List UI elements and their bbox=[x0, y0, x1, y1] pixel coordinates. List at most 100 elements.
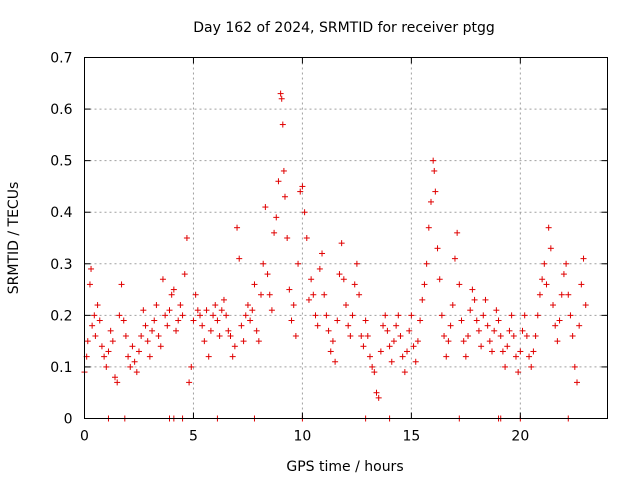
data-point bbox=[273, 214, 280, 221]
x-tick-label: 15 bbox=[402, 429, 420, 445]
data-point bbox=[373, 389, 380, 396]
data-point bbox=[262, 204, 269, 211]
data-point bbox=[281, 193, 288, 200]
data-point bbox=[125, 353, 132, 360]
data-point bbox=[268, 307, 275, 314]
data-point bbox=[406, 327, 413, 334]
data-point bbox=[569, 332, 576, 339]
data-point bbox=[343, 302, 349, 309]
data-point bbox=[312, 312, 319, 319]
data-point bbox=[356, 291, 363, 298]
data-point bbox=[410, 343, 417, 350]
data-point bbox=[196, 312, 203, 319]
y-tick-label: 0.7 bbox=[50, 51, 72, 67]
data-point bbox=[451, 255, 458, 262]
x-axis-label: GPS time / hours bbox=[286, 459, 403, 475]
data-point bbox=[434, 245, 441, 252]
data-point bbox=[116, 312, 123, 319]
data-point bbox=[578, 281, 585, 288]
data-point bbox=[519, 327, 526, 334]
data-point bbox=[190, 317, 197, 324]
data-point bbox=[286, 286, 293, 293]
data-point bbox=[377, 348, 384, 355]
data-point bbox=[349, 312, 356, 319]
chart-title: Day 162 of 2024, SRMTID for receiver ptg… bbox=[193, 20, 495, 36]
data-point bbox=[240, 338, 247, 345]
data-point bbox=[340, 276, 347, 283]
data-point bbox=[327, 348, 334, 355]
data-point bbox=[258, 291, 265, 298]
data-point bbox=[323, 312, 330, 319]
data-point bbox=[201, 338, 208, 345]
data-point bbox=[565, 291, 572, 298]
data-point bbox=[290, 302, 297, 309]
data-point bbox=[329, 338, 336, 345]
data-point bbox=[417, 317, 424, 324]
data-point bbox=[489, 348, 496, 355]
data-point bbox=[212, 302, 219, 309]
data-point bbox=[573, 379, 580, 386]
data-point bbox=[164, 322, 171, 329]
data-point bbox=[297, 188, 304, 195]
data-point bbox=[506, 327, 513, 334]
data-point bbox=[366, 353, 373, 360]
data-point bbox=[249, 307, 256, 314]
data-point bbox=[441, 332, 448, 339]
data-point bbox=[210, 312, 217, 319]
data-point bbox=[576, 322, 583, 329]
data-point bbox=[319, 250, 326, 257]
data-point bbox=[512, 353, 519, 360]
x-tick-label: 5 bbox=[189, 429, 198, 445]
data-point bbox=[321, 291, 328, 298]
data-point bbox=[308, 276, 315, 283]
data-point bbox=[462, 353, 469, 360]
data-point bbox=[386, 343, 393, 350]
data-point bbox=[192, 291, 199, 298]
data-point bbox=[229, 353, 236, 360]
data-point bbox=[122, 332, 129, 339]
data-point bbox=[543, 281, 550, 288]
data-point bbox=[186, 379, 193, 386]
data-point bbox=[556, 317, 563, 324]
data-point bbox=[515, 369, 522, 376]
y-tick-label: 0.4 bbox=[50, 205, 72, 221]
data-point bbox=[458, 317, 465, 324]
data-point bbox=[401, 369, 408, 376]
data-point bbox=[539, 276, 546, 283]
data-point bbox=[563, 260, 570, 267]
data-point bbox=[430, 157, 437, 164]
data-point bbox=[84, 338, 91, 345]
data-point bbox=[499, 348, 506, 355]
data-point bbox=[351, 281, 358, 288]
data-point bbox=[469, 286, 476, 293]
data-point bbox=[142, 322, 149, 329]
y-tick-label: 0.6 bbox=[50, 102, 72, 118]
data-point bbox=[465, 332, 472, 339]
data-point bbox=[275, 178, 282, 185]
data-point bbox=[371, 369, 378, 376]
data-point bbox=[105, 348, 112, 355]
data-point bbox=[408, 312, 415, 319]
data-point bbox=[299, 183, 306, 190]
data-point bbox=[484, 322, 491, 329]
data-point bbox=[491, 327, 498, 334]
data-point bbox=[443, 353, 450, 360]
data-point bbox=[86, 281, 93, 288]
data-point bbox=[264, 271, 271, 278]
data-point bbox=[421, 281, 428, 288]
data-point bbox=[170, 286, 177, 293]
data-point bbox=[255, 338, 262, 345]
data-point bbox=[436, 276, 443, 283]
data-point bbox=[133, 369, 140, 376]
data-point bbox=[388, 358, 395, 365]
data-point bbox=[571, 363, 578, 370]
data-point bbox=[188, 363, 195, 370]
data-point bbox=[238, 322, 245, 329]
data-point bbox=[103, 363, 110, 370]
data-point bbox=[502, 363, 509, 370]
data-point bbox=[384, 327, 391, 334]
data-point bbox=[175, 317, 182, 324]
data-point bbox=[166, 307, 173, 314]
data-point bbox=[580, 255, 587, 262]
data-point bbox=[96, 317, 103, 324]
